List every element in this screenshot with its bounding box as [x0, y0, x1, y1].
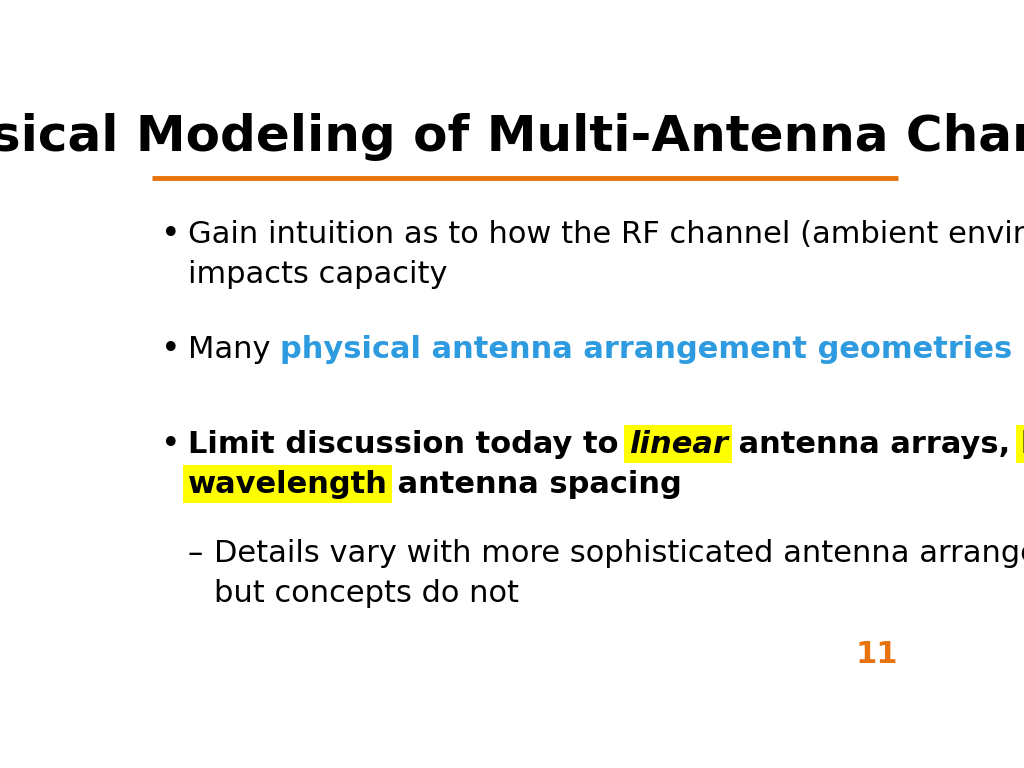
Text: antenna arrays,: antenna arrays,	[728, 429, 1021, 458]
Text: wavelength: wavelength	[187, 470, 387, 498]
Text: –: –	[187, 539, 203, 568]
Text: 11: 11	[855, 640, 898, 669]
Text: possible: possible	[1012, 335, 1024, 364]
Text: half-: half-	[1021, 429, 1024, 458]
Text: Many: Many	[187, 335, 280, 364]
Text: impacts capacity: impacts capacity	[187, 260, 447, 289]
Text: Physical Modeling of Multi-Antenna Channels: Physical Modeling of Multi-Antenna Chann…	[0, 112, 1024, 161]
Text: •: •	[162, 428, 181, 461]
Text: physical antenna arrangement geometries: physical antenna arrangement geometries	[280, 335, 1012, 364]
Text: linear: linear	[629, 429, 728, 458]
Text: Limit discussion today to: Limit discussion today to	[187, 429, 629, 458]
Text: antenna spacing: antenna spacing	[387, 470, 682, 498]
Text: but concepts do not: but concepts do not	[214, 579, 519, 608]
Text: •: •	[162, 333, 181, 366]
Text: Details vary with more sophisticated antenna arrangements,: Details vary with more sophisticated ant…	[214, 539, 1024, 568]
Text: Gain intuition as to how the RF channel (ambient environment): Gain intuition as to how the RF channel …	[187, 220, 1024, 249]
Text: •: •	[162, 217, 181, 250]
